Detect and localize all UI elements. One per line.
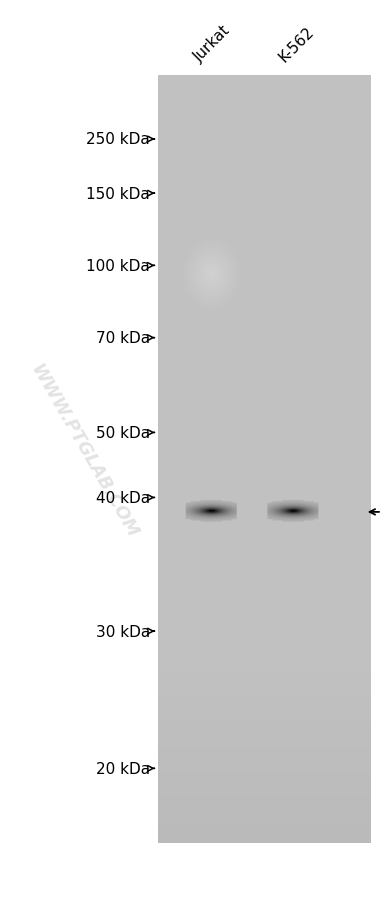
Text: WWW.PTGLAB.COM: WWW.PTGLAB.COM (27, 361, 141, 541)
Text: K-562: K-562 (276, 24, 317, 65)
Text: 250 kDa: 250 kDa (86, 133, 150, 147)
Text: 100 kDa: 100 kDa (86, 259, 150, 273)
Text: Jurkat: Jurkat (191, 23, 233, 65)
Text: 30 kDa: 30 kDa (96, 624, 150, 639)
Text: 150 kDa: 150 kDa (86, 187, 150, 201)
Text: 20 kDa: 20 kDa (96, 761, 150, 776)
Text: 50 kDa: 50 kDa (96, 426, 150, 440)
Text: 70 kDa: 70 kDa (96, 331, 150, 345)
Text: 40 kDa: 40 kDa (96, 491, 150, 505)
